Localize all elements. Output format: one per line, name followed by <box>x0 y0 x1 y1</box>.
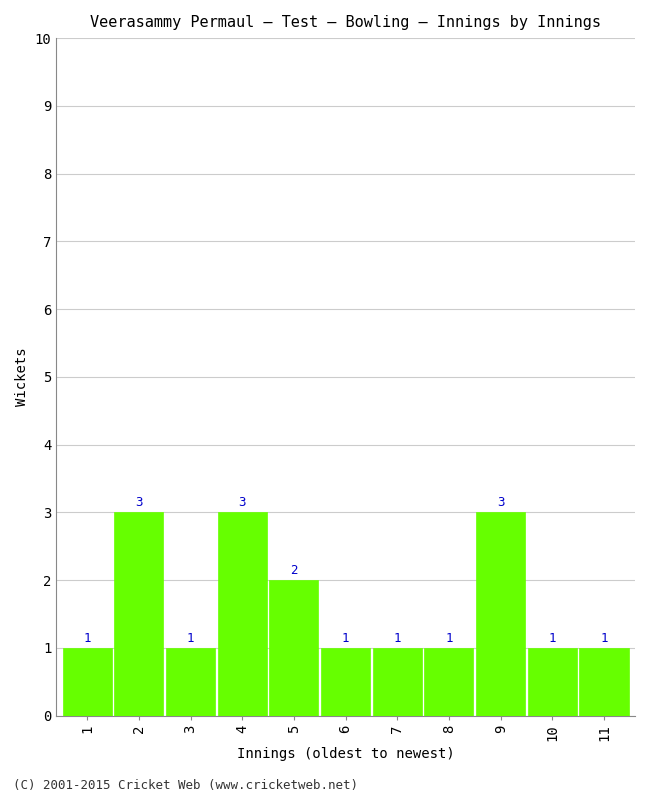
Text: 1: 1 <box>187 631 194 645</box>
Bar <box>114 512 163 716</box>
Text: 2: 2 <box>290 564 298 577</box>
Bar <box>321 648 370 716</box>
Text: 3: 3 <box>239 496 246 509</box>
Title: Veerasammy Permaul – Test – Bowling – Innings by Innings: Veerasammy Permaul – Test – Bowling – In… <box>90 15 601 30</box>
Text: 1: 1 <box>83 631 91 645</box>
Bar <box>218 512 266 716</box>
X-axis label: Innings (oldest to newest): Innings (oldest to newest) <box>237 747 454 761</box>
Bar <box>476 512 525 716</box>
Bar <box>269 580 318 716</box>
Text: 3: 3 <box>135 496 142 509</box>
Text: 1: 1 <box>445 631 452 645</box>
Bar <box>166 648 215 716</box>
Text: 3: 3 <box>497 496 504 509</box>
Text: 1: 1 <box>600 631 608 645</box>
Bar <box>62 648 112 716</box>
Bar <box>579 648 629 716</box>
Text: 1: 1 <box>393 631 401 645</box>
Text: 1: 1 <box>342 631 349 645</box>
Y-axis label: Wickets: Wickets <box>15 347 29 406</box>
Text: 1: 1 <box>549 631 556 645</box>
Bar <box>372 648 422 716</box>
Bar <box>528 648 577 716</box>
Text: (C) 2001-2015 Cricket Web (www.cricketweb.net): (C) 2001-2015 Cricket Web (www.cricketwe… <box>13 779 358 792</box>
Bar <box>424 648 473 716</box>
